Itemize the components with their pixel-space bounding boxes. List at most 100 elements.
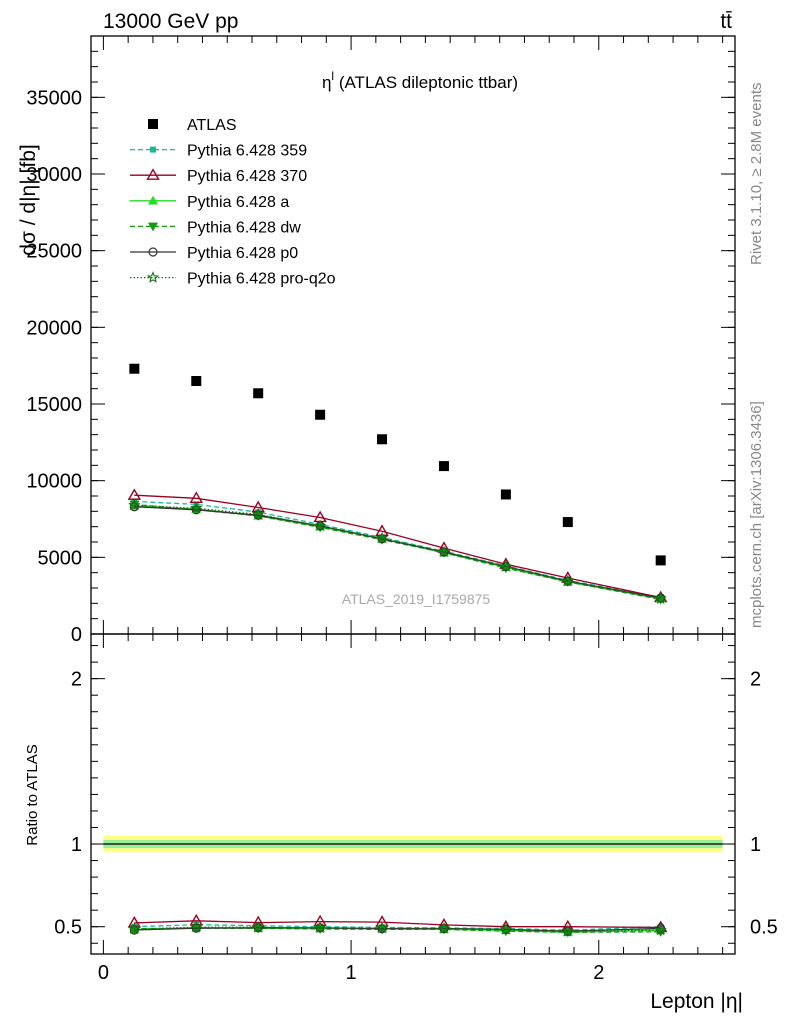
ratio-point-pythia-6-428-dw xyxy=(438,925,449,935)
process-label: tt̄ xyxy=(720,10,732,33)
legend-label: Pythia 6.428 pro-q2o xyxy=(187,271,336,288)
ratio-point-pythia-6-428-pro-q2o xyxy=(251,920,265,933)
legend-label: Pythia 6.428 359 xyxy=(187,143,307,160)
point-pythia-6-428-p0 xyxy=(129,502,139,512)
ratio-panel: 0.5 1 2 0.5 1 2 0 1 2 Ratio to ATLAS Lepton |η| xyxy=(24,633,778,1013)
mcplots-label: mcplots.cern.ch [arXiv:1306.3436] xyxy=(748,401,765,628)
ratio-point-pythia-6-428-p0 xyxy=(129,925,139,935)
legend-label: ATLAS xyxy=(187,117,237,134)
point-atlas xyxy=(500,489,511,500)
xlabel: Lepton |η| xyxy=(650,990,743,1013)
ratio-axes: 0.5 1 2 0.5 1 2 0 1 2 xyxy=(54,633,778,984)
series-line-pythia-6-428-a xyxy=(134,505,661,600)
ratio-line-pythia-6-428-359 xyxy=(134,924,661,931)
point-atlas xyxy=(438,461,449,472)
main-series-group xyxy=(127,363,668,605)
x-tick-label: 2 xyxy=(593,962,604,984)
series-line-pythia-6-428-359 xyxy=(134,500,661,598)
legend-marker xyxy=(148,119,158,129)
point-pythia-6-428-p0 xyxy=(253,510,263,520)
main-title: ηl (ATLAS dileptonic ttbar) xyxy=(322,69,518,92)
point-pythia-6-428-pro-q2o xyxy=(499,560,512,572)
point-pythia-6-428-pro-q2o xyxy=(654,592,667,604)
point-atlas xyxy=(562,517,573,528)
ratio-point-pythia-6-428-pro-q2o xyxy=(190,920,203,933)
legend-marker xyxy=(150,146,156,153)
point-pythia-6-428-p0 xyxy=(377,534,387,544)
main-axes: 0 5000 10000 15000 20000 25000 30000 35000 xyxy=(26,35,736,646)
rivet-label: Rivet 3.1.10, ≥ 2.8M events xyxy=(748,83,765,266)
point-atlas xyxy=(377,434,388,445)
y-tick-label: 10000 xyxy=(26,471,82,493)
legend-marker xyxy=(146,168,160,180)
legend-marker xyxy=(148,247,158,257)
legend-item-pythia-6-428-370: Pythia 6.428 370 xyxy=(130,168,307,185)
y-tick-label-right: 0.5 xyxy=(750,917,778,939)
point-pythia-6-428-pro-q2o xyxy=(437,545,451,558)
ratio-line-pythia-6-428-370 xyxy=(134,920,661,929)
point-pythia-6-428-pro-q2o xyxy=(251,507,265,520)
ratio-point-pythia-6-428-pro-q2o xyxy=(375,921,389,934)
legend-label: Pythia 6.428 dw xyxy=(187,219,301,236)
svg-text:ηl (ATLAS dileptonic ttbar): ηl (ATLAS dileptonic ttbar) xyxy=(322,69,518,92)
point-atlas xyxy=(655,555,666,566)
ratio-point-pythia-6-428-pro-q2o xyxy=(561,924,575,937)
legend-label: Pythia 6.428 p0 xyxy=(187,245,298,262)
title-superscript: l xyxy=(331,69,334,83)
y-tick-label: 5000 xyxy=(38,547,83,569)
ratio-point-pythia-6-428-p0 xyxy=(191,923,201,933)
ratio-point-pythia-6-428-pro-q2o xyxy=(128,922,141,935)
ratio-point-pythia-6-428-pro-q2o xyxy=(437,922,451,934)
y-tick-label: 0 xyxy=(71,624,82,646)
ratio-point-pythia-6-428-pro-q2o xyxy=(654,923,667,936)
legend-item-pythia-6-428-a: Pythia 6.428 a xyxy=(130,194,289,211)
ratio-point-pythia-6-428-p0 xyxy=(377,924,387,934)
y-tick-label-right: 2 xyxy=(750,669,761,691)
series-line-pythia-6-428-370 xyxy=(134,494,661,599)
legend-label: Pythia 6.428 370 xyxy=(187,168,307,185)
ratio-bands xyxy=(103,835,723,853)
x-tick-label: 0 xyxy=(98,962,109,984)
point-pythia-6-428-pro-q2o xyxy=(314,519,327,532)
legend-marker xyxy=(148,195,158,205)
x-tick-label: 1 xyxy=(346,962,357,984)
point-pythia-6-428-pro-q2o xyxy=(375,531,389,544)
title-eta: η xyxy=(322,73,331,92)
point-pythia-6-428-370 xyxy=(127,488,142,500)
y-tick-label: 25000 xyxy=(26,241,82,263)
point-pythia-6-428-pro-q2o xyxy=(561,574,575,587)
y-tick-label: 15000 xyxy=(26,394,82,416)
axes-frame xyxy=(90,633,736,955)
ratio-ylabel: Ratio to ATLAS xyxy=(24,744,41,845)
legend-marker xyxy=(148,222,158,232)
series-line-pythia-6-428-p0 xyxy=(134,506,661,599)
point-pythia-6-428-pro-q2o xyxy=(128,498,141,511)
legend-item-pythia-6-428-pro-q2o: Pythia 6.428 pro-q2o xyxy=(130,271,336,288)
point-atlas xyxy=(129,363,140,374)
y-tick-label: 30000 xyxy=(26,164,82,186)
point-atlas xyxy=(315,409,326,420)
series-line-pythia-6-428-dw xyxy=(134,503,661,601)
ratio-line-pythia-6-428-p0 xyxy=(134,927,661,932)
y-tick-label: 0.5 xyxy=(54,917,82,939)
main-ylabel: dσ / d|η| [fb] xyxy=(17,144,40,255)
watermark-label: ATLAS_2019_I1759875 xyxy=(342,591,491,607)
legend-item-pythia-6-428-dw: Pythia 6.428 dw xyxy=(130,219,301,236)
y-tick-label: 1 xyxy=(71,834,82,856)
legend-item-atlas: ATLAS xyxy=(148,117,237,134)
ratio-point-pythia-6-428-pro-q2o xyxy=(314,921,327,934)
legend-item-pythia-6-428-p0: Pythia 6.428 p0 xyxy=(130,245,298,262)
legend-label: Pythia 6.428 a xyxy=(187,194,289,211)
point-pythia-6-428-pro-q2o xyxy=(190,501,203,514)
ratio-point-pythia-6-428-pro-q2o xyxy=(499,922,512,935)
legend: ATLAS Pythia 6.428 359 Pythia 6.428 370 Pyt… xyxy=(130,117,336,288)
y-tick-label: 2 xyxy=(71,669,82,691)
energy-label: 13000 GeV pp xyxy=(103,10,238,33)
y-tick-label-right: 1 xyxy=(750,834,761,856)
y-tick-label: 20000 xyxy=(26,317,82,339)
legend-marker xyxy=(146,271,160,283)
point-atlas xyxy=(253,388,264,399)
title-rest: (ATLAS dileptonic ttbar) xyxy=(334,73,518,92)
legend-item-pythia-6-428-359: Pythia 6.428 359 xyxy=(130,143,307,160)
